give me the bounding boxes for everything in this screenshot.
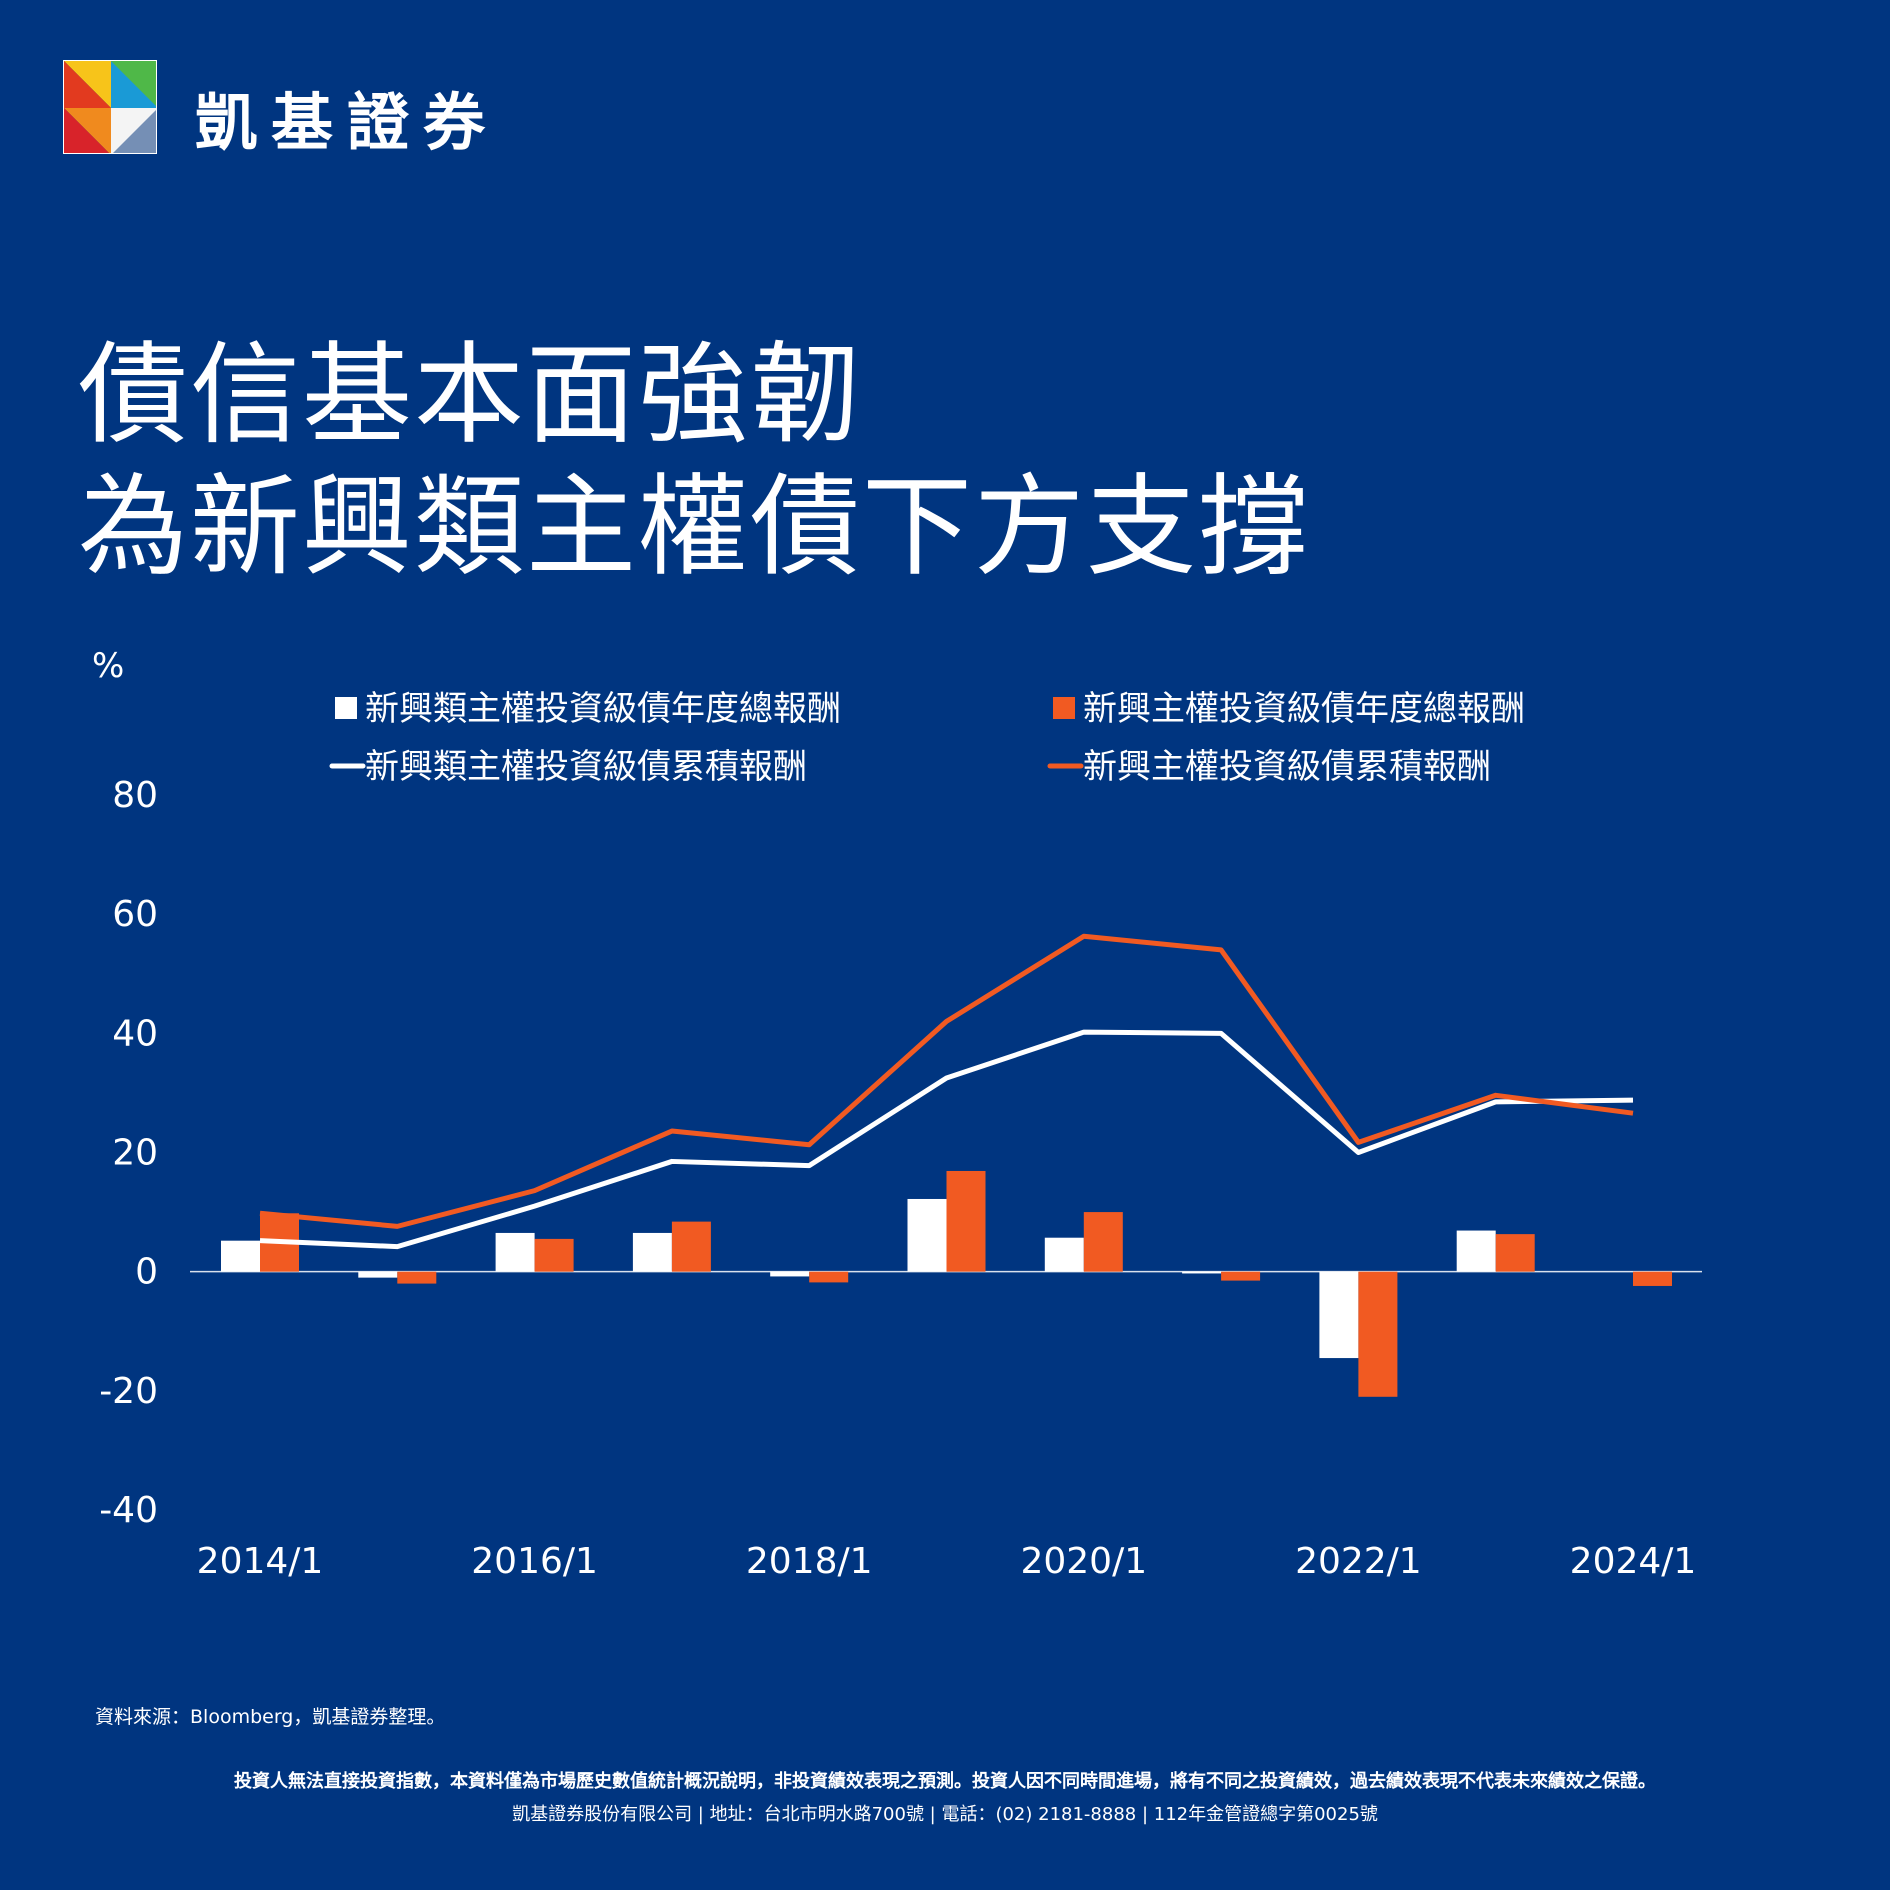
bar-white xyxy=(1456,1230,1496,1272)
bar-orange xyxy=(1358,1271,1398,1397)
legend-label: 新興類主權投資級債年度總報酬 xyxy=(365,689,841,729)
bar-white xyxy=(770,1271,810,1277)
y-tick-label: -20 xyxy=(99,1371,158,1412)
bar-orange xyxy=(1633,1271,1672,1286)
source-note: 資料來源：Bloomberg，凱基證券整理。 xyxy=(95,1706,446,1728)
bar-orange xyxy=(397,1271,437,1284)
bar-orange xyxy=(534,1238,574,1272)
bar-orange xyxy=(1083,1212,1123,1272)
x-tick-label: 2024/1 xyxy=(1570,1541,1697,1582)
x-tick-label: 2016/1 xyxy=(471,1541,598,1582)
returns-chart: % 80 60 40 20 0 -20 -40 2014/1 2016/1 2018/1 2020/1… xyxy=(92,646,1702,1582)
y-axis-unit: % xyxy=(92,646,124,686)
bar-white xyxy=(495,1232,535,1272)
legend-label: 新興主權投資級債年度總報酬 xyxy=(1083,689,1525,729)
y-tick-label: 40 xyxy=(112,1013,158,1054)
disclaimer: 投資人無法直接投資指數，本資料僅為市場歷史數值統計概況說明，非投資績效表現之預測… xyxy=(234,1771,1656,1792)
y-tick-label: -40 xyxy=(99,1490,158,1531)
bar-white xyxy=(632,1232,672,1272)
x-tick-label: 2018/1 xyxy=(746,1541,873,1582)
company-info: 凱基證券股份有限公司 | 地址：台北市明水路700號 | 電話：(02) 218… xyxy=(512,1804,1378,1825)
y-tick-label: 80 xyxy=(112,775,158,816)
headline-line-1: 債信基本面強韌 xyxy=(78,331,862,459)
line-white xyxy=(259,1029,1634,1250)
bar-orange xyxy=(1495,1234,1535,1272)
legend-swatch xyxy=(1053,697,1075,719)
bar-orange xyxy=(946,1170,986,1272)
bar-white xyxy=(221,1240,260,1272)
bar-orange xyxy=(809,1271,849,1283)
y-tick-label: 60 xyxy=(112,894,158,935)
bar-white xyxy=(1182,1271,1222,1274)
bar-white xyxy=(358,1271,398,1278)
x-tick-label: 2014/1 xyxy=(197,1541,324,1582)
legend-label: 新興主權投資級債累積報酬 xyxy=(1083,747,1491,787)
legend-swatch xyxy=(335,697,357,719)
headline-line-2: 為新興類主權債下方支撐 xyxy=(78,463,1310,591)
x-tick-label: 2022/1 xyxy=(1295,1541,1422,1582)
x-tick-label: 2020/1 xyxy=(1020,1541,1147,1582)
bar-white xyxy=(1319,1271,1359,1359)
legend-label: 新興類主權投資級債累積報酬 xyxy=(365,747,807,787)
line-orange xyxy=(259,933,1634,1229)
bar-white xyxy=(907,1198,947,1272)
y-tick-label: 0 xyxy=(135,1252,158,1293)
y-tick-label: 20 xyxy=(112,1133,158,1174)
bar-orange xyxy=(671,1221,711,1272)
bar-orange xyxy=(1221,1271,1261,1281)
brand-name: 凱基證券 xyxy=(195,86,500,159)
kgi-logo-icon xyxy=(63,60,157,154)
bar-white xyxy=(1044,1237,1084,1272)
